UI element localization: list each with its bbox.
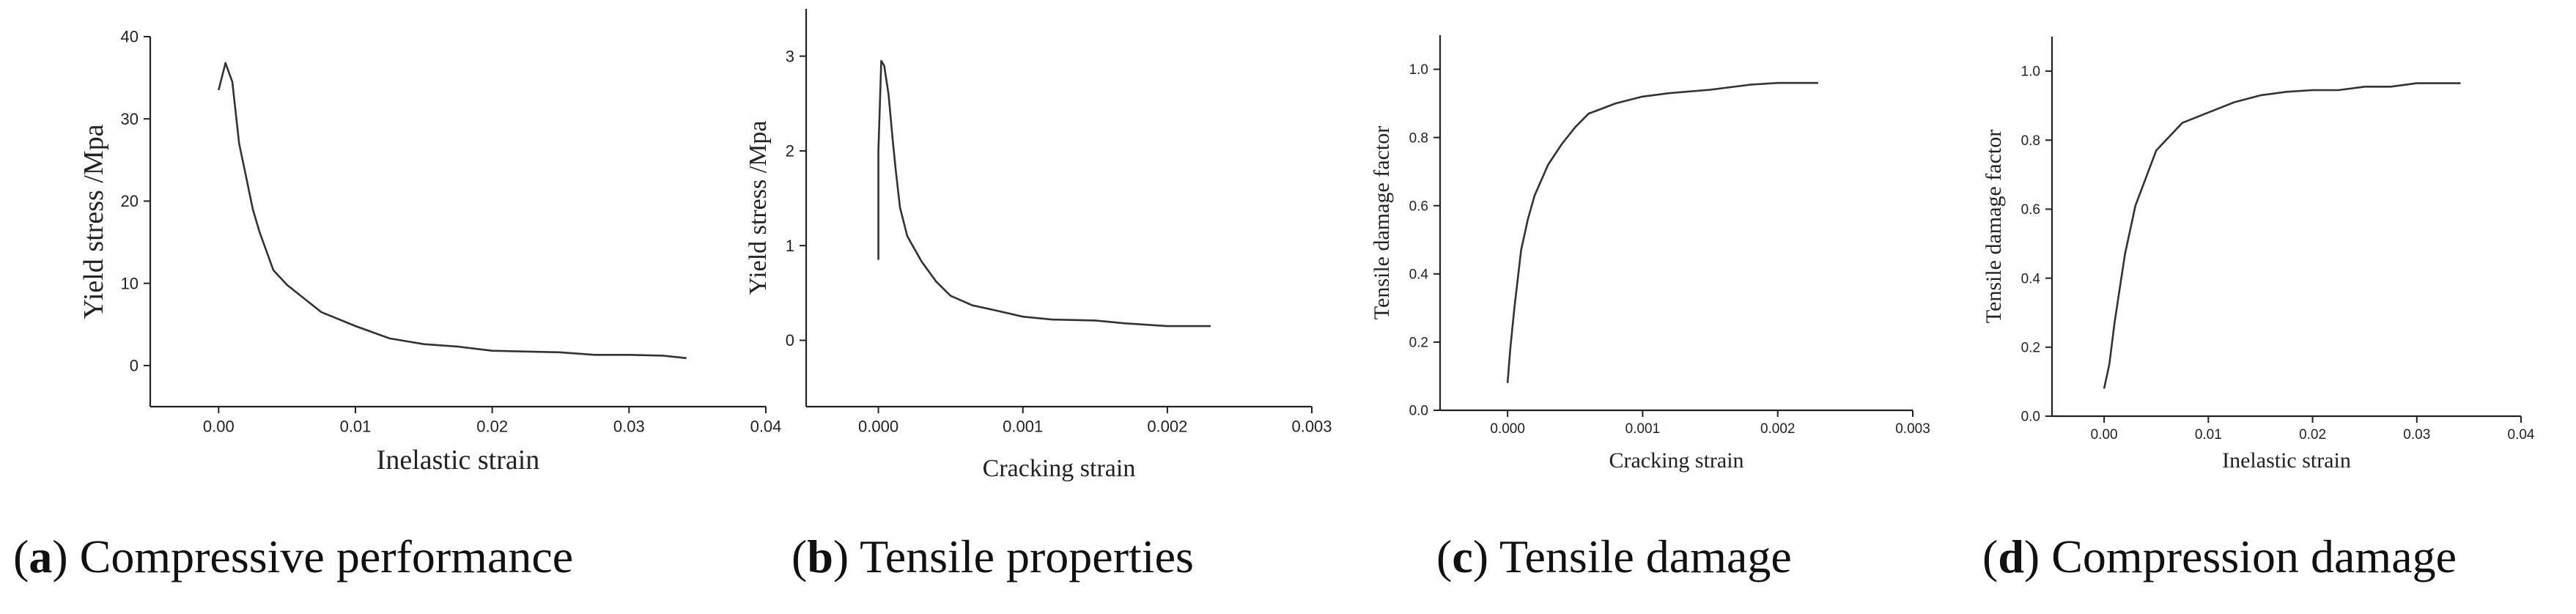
y-tick-label-a: 20 (121, 192, 139, 210)
y-tick-label-d: 1.0 (2021, 64, 2040, 80)
y-tick-label-d: 0.8 (2021, 133, 2040, 149)
x-axis-label-d: Inelastic strain (2222, 448, 2351, 473)
caption-a-text: Compressive performance (67, 530, 574, 582)
x-tick-label-c: 0.003 (1895, 421, 1930, 437)
chart-b: 0.000 0.001 0.002 0.003 0 1 2 3 Cracking strain Y… (745, 9, 1332, 482)
y-tick-label-d: 0.0 (2021, 410, 2040, 425)
y-tick-label-a: 40 (121, 28, 139, 46)
chart-a: 0.00 0.01 0.02 0.03 0.04 0 10 20 30 40 Inelastic s… (78, 28, 781, 476)
x-tick-label-c: 0.000 (1490, 421, 1525, 437)
y-tick-label-c: 0.2 (1409, 336, 1428, 351)
caption-b-text: Tensile properties (849, 530, 1194, 582)
x-tick-label-d: 0.04 (2508, 427, 2535, 443)
x-tick-label-a: 0.01 (340, 417, 372, 435)
x-tick-label-b: 0.003 (1291, 417, 1332, 435)
series-line-b (877, 59, 1211, 328)
y-axis-label-c: Tensile damage factor (1370, 126, 1394, 319)
y-tick-label-b: 0 (786, 331, 794, 349)
y-tick-label-c: 1.0 (1409, 62, 1428, 78)
y-tick-label-c: 0.4 (1409, 267, 1429, 282)
x-tick-label-b: 0.000 (858, 417, 898, 435)
y-tick-label-c: 0.6 (1409, 199, 1428, 214)
x-tick-label-a: 0.02 (476, 417, 508, 435)
y-tick-label-b: 1 (786, 237, 794, 255)
x-tick-label-b: 0.001 (1003, 417, 1043, 435)
caption-c: (c) Tensile damage (1436, 530, 1792, 582)
caption-d-text: Compression damage (2040, 530, 2457, 582)
caption-d: (d) Compression damage (1982, 530, 2457, 582)
chart-d: 0.00 0.01 0.02 0.03 0.04 0.0 0.2 0.4 0.6 0.8 1.0 In… (1982, 37, 2535, 473)
caption-a-letter: a (29, 530, 53, 582)
x-tick-label-d: 0.02 (2299, 427, 2326, 443)
y-tick-label-a: 30 (121, 110, 139, 128)
x-tick-label-d: 0.00 (2091, 427, 2118, 443)
series-line-c (1506, 81, 1818, 383)
y-tick-label-a: 0 (130, 357, 139, 375)
y-axis-label-a: Yield stress /Mpa (78, 124, 109, 319)
y-tick-label-b: 3 (786, 47, 794, 65)
x-tick-label-a: 0.03 (613, 417, 645, 435)
y-tick-label-a: 10 (121, 274, 139, 292)
caption-b-letter: b (807, 530, 833, 582)
caption-d-letter: d (1998, 530, 2024, 582)
x-tick-label-d: 0.01 (2195, 427, 2222, 443)
x-axis-label-c: Cracking strain (1609, 448, 1743, 473)
y-tick-label-d: 0.4 (2021, 271, 2041, 286)
y-tick-label-d: 0.6 (2021, 202, 2040, 218)
x-tick-label-d: 0.03 (2403, 427, 2430, 443)
chart-c: 0.000 0.001 0.002 0.003 0.0 0.2 0.4 0.6 0.8 1.0 Cr… (1370, 35, 1930, 473)
y-axis-label-d: Tensile damage factor (1982, 130, 2006, 323)
y-tick-label-b: 2 (786, 142, 794, 160)
series-line-a (218, 62, 687, 360)
x-tick-label-a: 0.00 (203, 417, 235, 435)
y-tick-label-c: 0.8 (1409, 130, 1428, 146)
x-tick-label-b: 0.002 (1147, 417, 1187, 435)
x-axis-label-b: Cracking strain (983, 455, 1136, 482)
y-axis-label-b: Yield stress /Mpa (745, 121, 772, 295)
x-tick-label-c: 0.002 (1760, 421, 1796, 437)
x-axis-label-a: Inelastic strain (377, 445, 540, 476)
series-line-d (2103, 82, 2461, 389)
caption-c-text: Tensile damage (1488, 530, 1792, 582)
x-tick-label-c: 0.001 (1625, 421, 1661, 437)
y-tick-label-d: 0.2 (2021, 340, 2040, 355)
caption-b: (b) Tensile properties (791, 530, 1194, 582)
x-tick-label-a: 0.04 (750, 417, 782, 435)
caption-a: (a) Compressive performance (13, 530, 574, 582)
caption-c-letter: c (1452, 530, 1473, 582)
y-tick-label-c: 0.0 (1409, 404, 1428, 419)
